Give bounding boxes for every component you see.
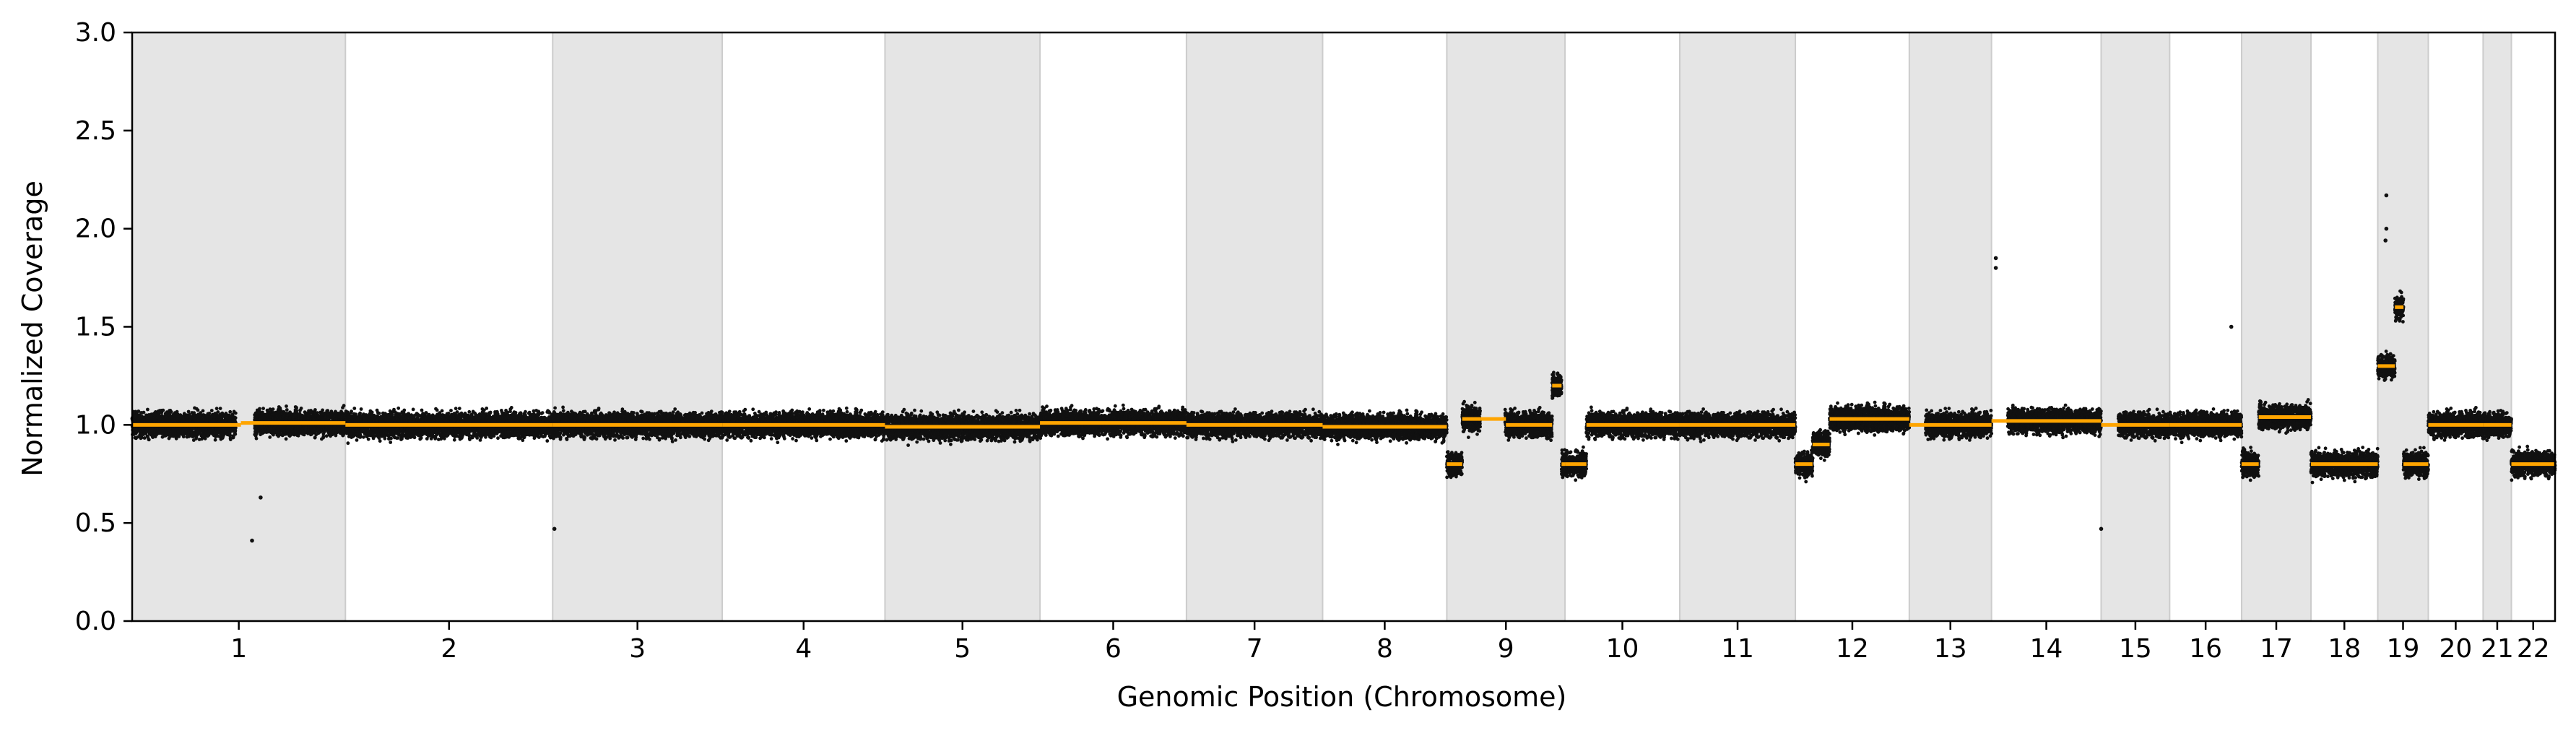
coverage-point	[170, 410, 173, 414]
chromosome-band-13	[1909, 32, 1992, 621]
coverage-point	[313, 408, 317, 412]
coverage-point	[272, 407, 275, 411]
coverage-point	[201, 409, 205, 413]
coverage-point	[143, 436, 147, 440]
coverage-point	[142, 411, 146, 415]
coverage-point	[210, 409, 214, 412]
coverage-point	[228, 410, 232, 414]
coverage-point	[285, 408, 289, 412]
coverage-point	[234, 416, 238, 420]
chromosome-band-21	[2483, 32, 2511, 621]
coverage-point	[255, 437, 259, 441]
coverage-point	[325, 434, 329, 438]
coverage-point	[187, 410, 191, 414]
coverage-point	[258, 407, 261, 411]
chromosome-band-19	[2378, 32, 2429, 621]
coverage-point	[219, 407, 222, 410]
coverage-point	[321, 409, 324, 412]
coverage-point	[285, 437, 288, 441]
coverage-point	[285, 404, 288, 408]
coverage-point	[347, 441, 350, 445]
chromosome-band-7	[1187, 32, 1323, 621]
chromosome-band-5	[885, 32, 1040, 621]
coverage-point	[196, 409, 200, 412]
coverage-points	[131, 194, 2557, 543]
chromosome-band-1	[132, 32, 345, 621]
coverage-point	[146, 408, 149, 412]
coverage-point	[233, 433, 237, 436]
coverage-point	[261, 407, 265, 410]
chromosome-bands	[132, 32, 2512, 621]
chromosome-band-3	[552, 32, 722, 621]
coverage-point	[204, 437, 207, 441]
coverage-point	[208, 412, 212, 415]
coverage-point	[268, 435, 272, 439]
coverage-point	[214, 438, 217, 442]
coverage-point	[182, 435, 186, 438]
chromosome-band-11	[1680, 32, 1795, 621]
coverage-point	[295, 407, 298, 410]
coverage-point	[140, 436, 144, 440]
coverage-point	[234, 412, 238, 415]
chromosome-band-17	[2242, 32, 2311, 621]
chromosome-band-15	[2101, 32, 2169, 621]
coverage-point	[215, 407, 219, 410]
coverage-point	[147, 438, 151, 441]
coverage-point	[342, 404, 346, 407]
coverage-point	[162, 409, 165, 412]
chromosome-band-9	[1447, 32, 1565, 621]
coverage-point	[300, 407, 303, 410]
